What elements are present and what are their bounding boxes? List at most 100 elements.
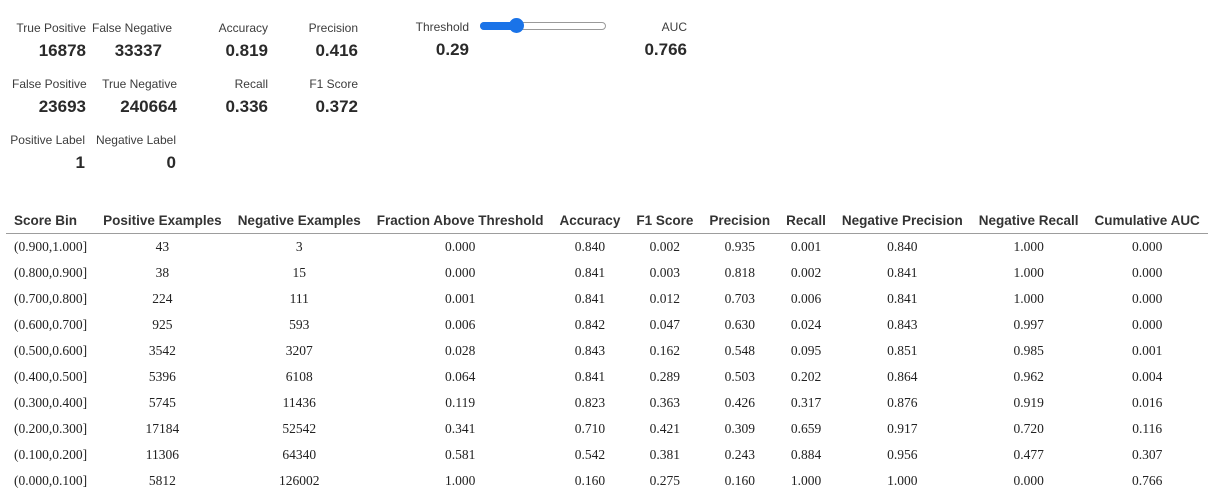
column-header: F1 Score (628, 207, 702, 234)
precision-metric: Precision 0.416 (290, 21, 358, 62)
table-cell: 0.095 (790, 343, 822, 358)
recall-value: 0.336 (225, 97, 268, 116)
column-header: Negative Recall (970, 207, 1087, 234)
recall-metric: Recall 0.336 (200, 77, 268, 118)
table-cell: 1.000 (1013, 239, 1044, 254)
table-cell: 5812 (148, 473, 176, 488)
table-cell: 0.000 (1013, 473, 1044, 488)
negative-label-metric: Negative Label 0 (94, 133, 176, 174)
table-cell: 0.876 (887, 395, 918, 410)
table-cell: (0.800,0.900] (14, 265, 88, 280)
table-cell: 224 (152, 291, 173, 306)
threshold-slider[interactable] (480, 18, 606, 33)
column-header: Precision (701, 207, 779, 234)
table-cell: 0.001 (1131, 343, 1163, 358)
f1-score-value: 0.372 (315, 97, 358, 116)
score-bin-table: Score Bin Positive Examples Negative Examp… (6, 207, 1208, 494)
table-cell: (0.700,0.800] (14, 291, 88, 306)
table-cell: 0.162 (649, 343, 681, 358)
false-negative-metric: False Negative 33337 (92, 21, 173, 62)
true-negative-metric: True Negative 240664 (96, 77, 177, 118)
true-positive-value: 16878 (38, 41, 86, 60)
true-positive-metric: True Positive 16878 (14, 21, 86, 62)
table-cell: 0.426 (724, 395, 755, 410)
table-cell: (0.600,0.700] (14, 317, 88, 332)
table-cell: 0.935 (724, 239, 755, 254)
table-cell: 0.840 (574, 239, 606, 254)
f1-score-label: F1 Score (309, 77, 358, 91)
auc-metric: AUC 0.766 (620, 20, 687, 61)
table-row: (0.100,0.200] 11306 64340 0.581 0.542 0.381 0.… (6, 442, 1208, 468)
false-negative-label: False Negative (92, 21, 173, 35)
table-cell: 0.006 (790, 291, 822, 306)
table-cell: 0.703 (724, 291, 755, 306)
table-row: (0.000,0.100] 5812 126002 1.000 0.160 0.275 0.… (6, 468, 1208, 494)
table-cell: (0.200,0.300] (14, 421, 88, 436)
table-cell: 1.000 (1013, 265, 1044, 280)
table-cell: 1.000 (887, 473, 918, 488)
table-cell: (0.300,0.400] (14, 395, 88, 410)
table-cell: 0.841 (887, 291, 918, 306)
table-cell: 0.024 (790, 317, 822, 332)
table-cell: 0.956 (887, 447, 918, 462)
true-negative-label: True Negative (102, 77, 177, 91)
table-cell: 0.119 (445, 395, 476, 410)
table-cell: 0.841 (887, 265, 918, 280)
table-cell: 0.997 (1013, 317, 1044, 332)
table-cell: 0.542 (574, 447, 606, 462)
table-cell: 0.381 (649, 447, 681, 462)
table-cell: 0.841 (574, 369, 606, 384)
false-negative-value: 33337 (114, 41, 162, 60)
positive-label-metric: Positive Label 1 (10, 133, 85, 174)
table-cell: 0.275 (649, 473, 681, 488)
table-cell: 0.317 (790, 395, 822, 410)
precision-label: Precision (308, 21, 358, 35)
true-positive-label: True Positive (16, 21, 86, 35)
table-cell: 52542 (282, 421, 317, 436)
table-cell: (0.900,1.000] (14, 239, 88, 254)
table-row: (0.400,0.500] 5396 6108 0.064 0.841 0.289 0.50… (6, 364, 1208, 390)
table-cell: 0.841 (574, 265, 606, 280)
table-cell: 0.840 (887, 239, 918, 254)
table-cell: 925 (152, 317, 173, 332)
table-cell: 111 (289, 291, 309, 306)
table-row: (0.900,1.000] 43 3 0.000 0.840 0.002 0.935 0.00… (6, 234, 1208, 261)
table-cell: 0.917 (887, 421, 918, 436)
table-row: (0.600,0.700] 925 593 0.006 0.842 0.047 0.630 0… (6, 312, 1208, 338)
table-cell: 0.710 (574, 421, 606, 436)
table-row: (0.300,0.400] 5745 11436 0.119 0.823 0.363 0.4… (6, 390, 1208, 416)
table-cell: 0.864 (887, 369, 918, 384)
table-cell: 0.004 (1131, 369, 1163, 384)
table-cell: 6108 (285, 369, 313, 384)
table-cell: 0.818 (724, 265, 755, 280)
table-cell: 593 (289, 317, 310, 332)
table-cell: 0.000 (1131, 291, 1163, 306)
table-cell: 0.016 (1131, 395, 1163, 410)
false-positive-metric: False Positive 23693 (12, 77, 87, 118)
table-cell: 15 (292, 265, 306, 280)
table-row: (0.500,0.600] 3542 3207 0.028 0.843 0.162 0.54… (6, 338, 1208, 364)
table-cell: 11436 (282, 395, 316, 410)
table-cell: 0.884 (790, 447, 822, 462)
table-cell: 0.002 (790, 265, 822, 280)
table-cell: 0.160 (724, 473, 755, 488)
column-header: Positive Examples (95, 207, 230, 234)
negative-label-value: 0 (166, 153, 176, 172)
table-cell: 0.630 (724, 317, 755, 332)
table-cell: 38 (155, 265, 170, 280)
slider-fill (480, 22, 516, 30)
table-cell: 0.919 (1013, 395, 1044, 410)
threshold-value: 0.29 (435, 40, 469, 59)
slider-thumb[interactable] (509, 18, 524, 33)
table-cell: 0.064 (444, 369, 476, 384)
table-cell: 43 (155, 239, 170, 254)
table-cell: 0.766 (1131, 473, 1163, 488)
table-cell: 0.047 (649, 317, 681, 332)
table-body: (0.900,1.000] 43 3 0.000 0.840 0.002 0.935 0.00… (6, 234, 1208, 495)
table-cell: 0.000 (1131, 265, 1163, 280)
table-cell: 0.243 (724, 447, 755, 462)
table-header: Score Bin Positive Examples Negative Examp… (6, 207, 1208, 234)
table-cell: 0.307 (1131, 447, 1163, 462)
table-cell: 0.843 (574, 343, 606, 358)
table-cell: 0.000 (1131, 317, 1163, 332)
